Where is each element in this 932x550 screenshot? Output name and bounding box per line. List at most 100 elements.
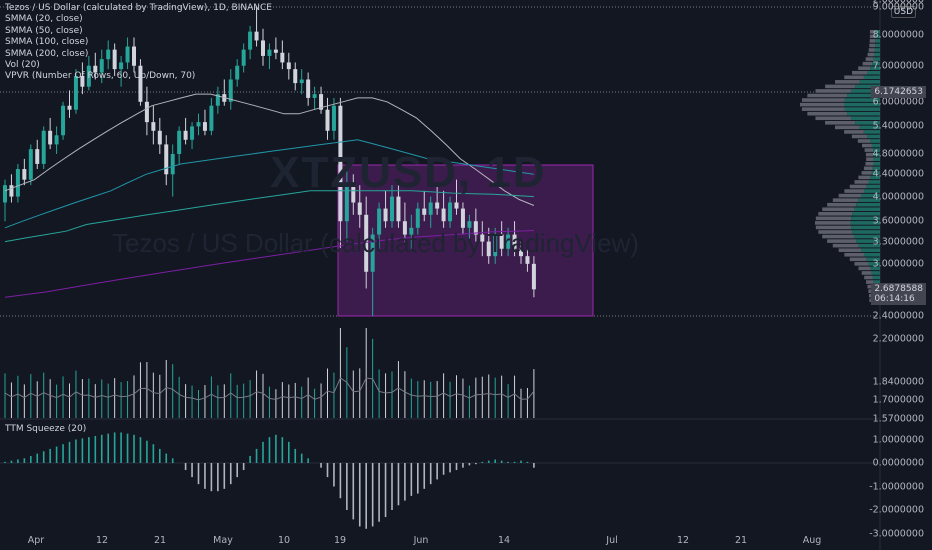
- price-tick-label: 9.0000000: [872, 1, 924, 13]
- volume-bar: [262, 373, 264, 418]
- vpvr-row-up: [850, 221, 880, 225]
- legend-sma200[interactable]: SMMA (200, close): [5, 48, 89, 59]
- vpvr-row: [832, 243, 859, 248]
- candle-body: [196, 122, 201, 127]
- price-tick-label: 2.2000000: [872, 333, 924, 345]
- vpvr-row-up: [856, 202, 880, 207]
- vpvr-row: [865, 161, 874, 166]
- candle-body: [61, 105, 66, 136]
- candle-body: [15, 169, 20, 197]
- legend-sma50[interactable]: SMMA (50, close): [5, 25, 83, 36]
- time-tick-label: 12: [676, 535, 690, 546]
- candle-body: [467, 221, 472, 228]
- candle-body: [22, 169, 27, 180]
- vpvr-row: [858, 175, 871, 180]
- candle-body: [299, 79, 304, 84]
- vpvr-row: [822, 234, 854, 239]
- sma-line-2: [4, 190, 534, 243]
- vpvr-row: [858, 66, 871, 70]
- candle-body: [383, 208, 388, 222]
- vpvr-row: [844, 252, 864, 257]
- volume-bar: [49, 379, 51, 418]
- price-tick-label: 1.7000000: [872, 394, 924, 406]
- vpvr-row: [825, 84, 856, 89]
- vpvr-row-up: [851, 225, 880, 230]
- candle-body: [370, 234, 375, 272]
- vpvr-row-up: [851, 216, 880, 221]
- candle-body: [267, 49, 272, 56]
- candle-body: [506, 234, 511, 249]
- legend-volume[interactable]: Vol (20): [5, 60, 40, 71]
- currency-badge[interactable]: USD: [890, 6, 916, 18]
- vpvr-row-up: [873, 148, 880, 152]
- candle-body: [228, 79, 233, 102]
- vpvr-row-up: [858, 198, 880, 202]
- candle-body: [312, 94, 317, 98]
- candle-body: [28, 149, 33, 180]
- vpvr-row-up: [868, 262, 880, 266]
- legend-vpvr[interactable]: VPVR (Number Of Rows, 60, Up/Down, 70): [5, 71, 196, 82]
- volume-bar: [327, 368, 328, 418]
- candle-body: [138, 65, 143, 102]
- candle-body: [525, 256, 530, 264]
- vpvr-row-up: [847, 111, 880, 116]
- vpvr-row-up: [856, 239, 880, 243]
- time-tick-label: 21: [734, 535, 748, 546]
- legend-sma20[interactable]: SMMA (20, close): [5, 14, 83, 25]
- volume-bar: [275, 389, 277, 418]
- vpvr-row-up: [872, 166, 880, 171]
- vpvr-row-up: [844, 98, 880, 102]
- candle-body: [209, 105, 214, 131]
- candle-body: [125, 46, 130, 63]
- volume-bar: [230, 373, 232, 418]
- volume-bar: [127, 381, 129, 418]
- vpvr-row: [818, 230, 853, 234]
- vpvr-row: [838, 193, 862, 198]
- vpvr-row: [854, 180, 869, 184]
- price-tick-label: 4.4000000: [872, 168, 924, 180]
- volume-bar: [449, 381, 451, 418]
- time-tick-label: 12: [95, 535, 109, 546]
- vpvr-row: [861, 271, 872, 275]
- volume-bar: [423, 380, 425, 418]
- vpvr-row: [844, 75, 864, 80]
- candle-body: [112, 49, 117, 70]
- volume-bar: [185, 384, 187, 418]
- volume-bar: [333, 372, 335, 418]
- volume-bar: [81, 379, 83, 418]
- watermark-name: Tezos / US Dollar (calculated by Trading…: [112, 228, 639, 258]
- volume-bar: [165, 360, 167, 418]
- candle-body: [519, 248, 523, 257]
- legend-title[interactable]: Tezos / US Dollar (calculated by Trading…: [5, 3, 272, 13]
- vpvr-row-up: [873, 157, 880, 161]
- vpvr-row-up: [875, 39, 880, 43]
- vpvr-row-up: [868, 180, 880, 184]
- candle-body: [80, 75, 85, 87]
- price-tick-label: 1.5700000: [872, 413, 924, 425]
- vpvr-row-up: [873, 280, 880, 284]
- vpvr-row: [827, 202, 857, 207]
- price-tick-label: 3.0000000: [872, 258, 924, 270]
- time-tick-label: Aug: [802, 535, 822, 546]
- volume-bar: [56, 384, 58, 418]
- price-tick-label: 2.4000000: [872, 310, 924, 322]
- candle-body: [48, 130, 53, 145]
- vpvr-row: [815, 116, 851, 121]
- candle-body: [293, 69, 298, 84]
- candle-body: [254, 31, 259, 41]
- oscillator-tick-label: -2.0000000: [869, 504, 924, 516]
- vpvr-row: [866, 157, 874, 161]
- oscillator-legend[interactable]: TTM Squeeze (20): [5, 424, 87, 434]
- volume-bar: [198, 390, 199, 418]
- volume-bar: [397, 361, 399, 418]
- legend-sma100[interactable]: SMMA (100, close): [5, 37, 89, 48]
- vpvr-row-up: [870, 66, 880, 70]
- volume-bar: [526, 388, 528, 418]
- vpvr-row: [869, 30, 876, 34]
- vpvr-row: [854, 262, 869, 266]
- vpvr-row: [869, 39, 876, 43]
- vpvr-row: [863, 166, 873, 171]
- time-tick-label: Apr: [27, 535, 45, 546]
- volume-bar: [359, 368, 361, 418]
